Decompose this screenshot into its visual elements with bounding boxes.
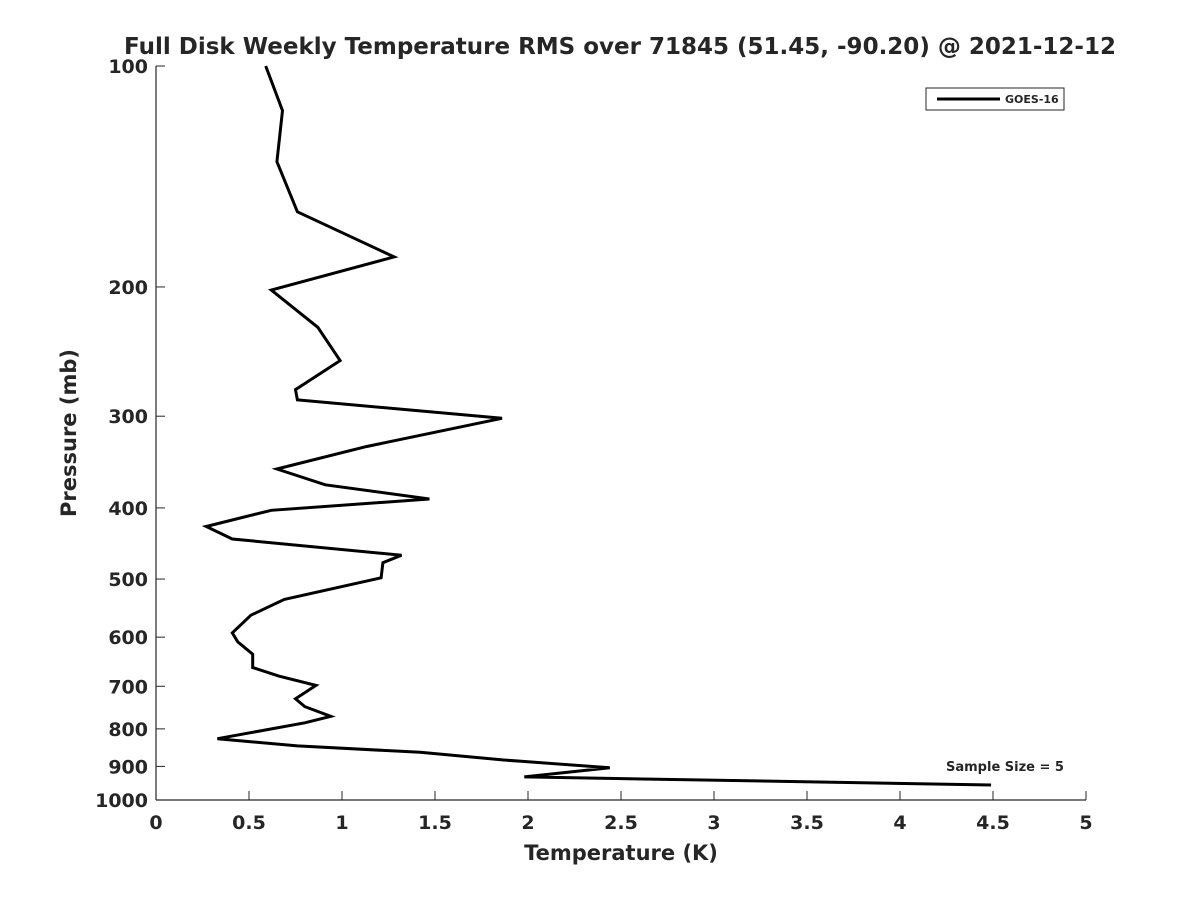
x-tick-label: 1 [335,812,348,834]
x-tick-label: 5 [1079,812,1092,834]
x-tick-label: 1.5 [418,812,452,834]
x-tick-label: 4.5 [976,812,1010,834]
y-ticks: 100 200 300 400 500 600 700 800 900 1000 [95,56,165,812]
y-tick-label: 400 [108,498,148,520]
x-tick-label: 0 [149,812,162,834]
legend-label-goes-16: GOES-16 [1005,93,1059,106]
y-tick-label: 800 [108,719,148,741]
x-tick-label: 2.5 [604,812,638,834]
y-tick-label: 700 [108,676,148,698]
y-tick-label: 1000 [95,790,148,812]
y-tick-label: 100 [108,56,148,78]
x-ticks: 0 0.5 1 1.5 2 2.5 3 3.5 4 4.5 5 [149,791,1093,834]
y-tick-label: 600 [108,627,148,649]
y-tick-label: 300 [108,406,148,428]
x-tick-label: 2 [521,812,534,834]
series-line-goes-16 [201,65,992,787]
plot-area [155,66,1086,801]
legend: GOES-16 [925,87,1065,111]
sample-size-annotation: Sample Size = 5 [946,760,1064,775]
y-tick-label: 900 [108,756,148,778]
x-axis-label: Temperature (K) [524,841,718,865]
chart-title: Full Disk Weekly Temperature RMS over 71… [124,34,1116,60]
series-layer [201,65,992,787]
x-tick-label: 3.5 [790,812,824,834]
x-tick-label: 0.5 [232,812,266,834]
y-axis-label: Pressure (mb) [57,349,81,517]
x-tick-label: 4 [893,812,906,834]
y-tick-label: 500 [108,569,148,591]
x-tick-label: 3 [707,812,720,834]
y-tick-label: 200 [108,277,148,299]
